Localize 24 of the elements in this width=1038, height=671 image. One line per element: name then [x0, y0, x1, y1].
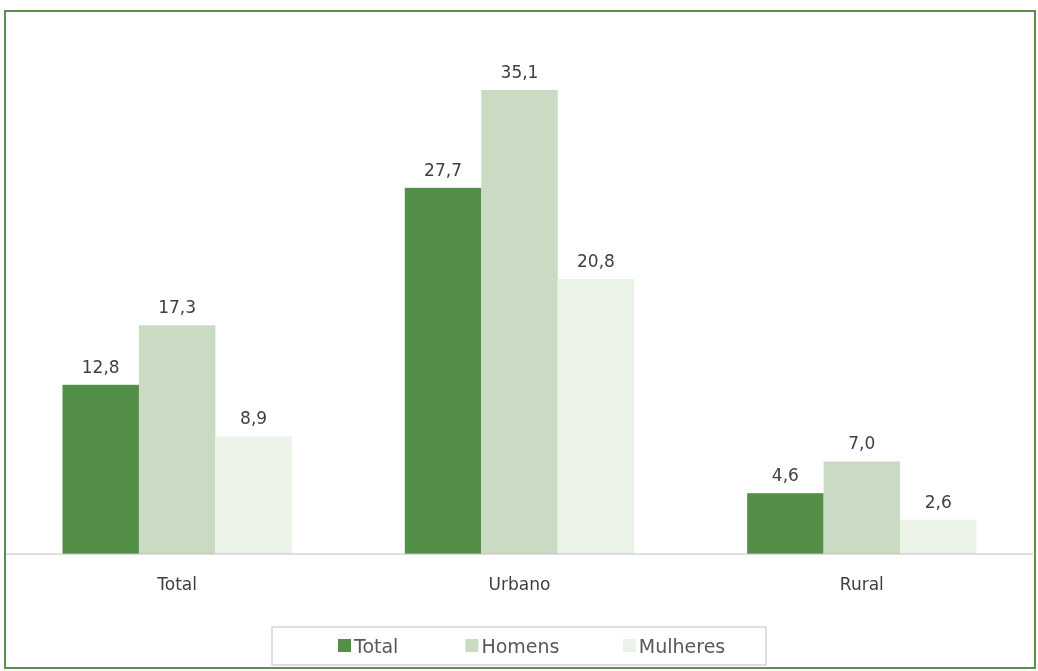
bar: [138, 325, 216, 554]
data-label: 20,8: [577, 251, 615, 272]
legend-label: Mulheres: [638, 635, 726, 657]
data-label: 7,0: [848, 433, 876, 454]
data-label: 2,6: [924, 491, 952, 512]
bar: [823, 461, 901, 554]
data-label: 4,6: [771, 465, 799, 486]
bar: [481, 90, 558, 554]
data-label: 27,7: [424, 159, 462, 180]
data-label: 12,8: [81, 356, 120, 377]
legend-label: Homens: [481, 635, 560, 657]
bar: [747, 493, 824, 554]
bar: [404, 187, 482, 554]
bar: [215, 436, 292, 554]
x-tick-label: Total: [156, 574, 198, 594]
legend-label: Total: [353, 635, 399, 657]
bar: [557, 279, 635, 554]
x-tick-label: Urbano: [488, 574, 551, 594]
x-tick-label: Rural: [839, 574, 884, 594]
data-label: 17,3: [158, 297, 197, 318]
data-label: 35,1: [500, 62, 539, 82]
bar: [62, 384, 139, 554]
data-label: 8,9: [240, 408, 268, 429]
bar: [900, 519, 977, 554]
